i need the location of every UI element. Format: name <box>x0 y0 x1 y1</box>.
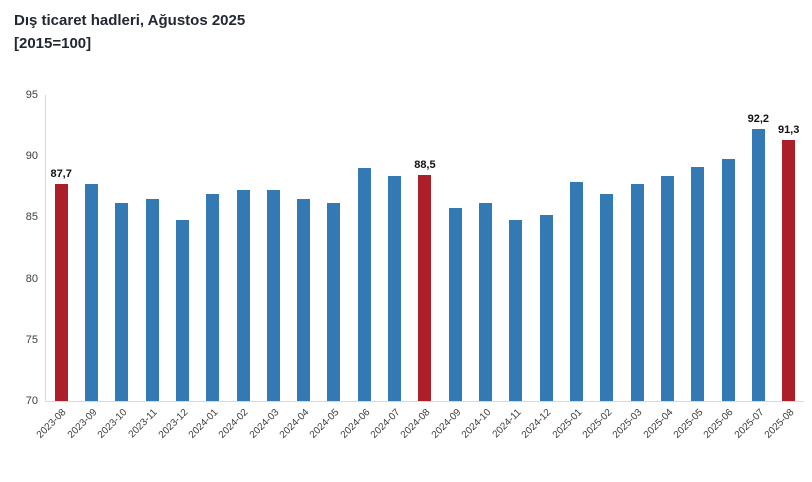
bar <box>236 190 250 401</box>
x-tick-label: 2023-12 <box>156 407 191 441</box>
bar-column: 2024-05 <box>308 95 349 441</box>
bar: 92,2 <box>748 113 769 401</box>
x-tick-label: 2023-11 <box>126 407 160 441</box>
bar <box>266 190 280 401</box>
bar-column: 2024-03 <box>247 95 288 441</box>
bar-column: 2023-09 <box>66 95 106 441</box>
bar <box>297 199 311 401</box>
y-tick-label: 95 <box>25 89 38 101</box>
x-tick-label: 2025-08 <box>762 407 797 441</box>
bar-value-label: 92,2 <box>747 113 770 126</box>
bar <box>175 219 189 401</box>
x-tick-label: 2024-05 <box>308 407 342 441</box>
y-tick-label: 70 <box>25 395 38 407</box>
y-axis: 95 90 85 80 75 70 <box>0 89 38 407</box>
highlighted-bar: 91,3 <box>778 124 799 401</box>
x-tick-label: 2024-11 <box>490 407 524 441</box>
bar <box>600 194 614 401</box>
x-tick-label: 2023-10 <box>95 407 130 441</box>
bar <box>357 168 371 401</box>
bar <box>569 181 583 401</box>
x-tick-label: 2023-09 <box>65 407 100 441</box>
bar-column: 2024-02 <box>217 95 258 441</box>
x-tick-label: 2024-03 <box>247 407 282 441</box>
bar-column: 2023-12 <box>156 95 197 441</box>
bar <box>145 199 159 401</box>
bar-column: 2025-04 <box>641 95 682 441</box>
bar <box>691 167 705 401</box>
x-tick-label: 2023-08 <box>35 407 69 441</box>
bar <box>630 184 644 401</box>
bar <box>721 158 735 401</box>
y-tick-label: 85 <box>25 211 38 224</box>
x-tick-label: 2024-01 <box>186 407 221 441</box>
bar-column: 2024-09 <box>429 95 470 441</box>
bar <box>388 175 402 401</box>
x-tick-label: 2024-08 <box>398 407 433 441</box>
x-tick-label: 2024-10 <box>459 407 494 441</box>
highlighted-bar: 88,5 <box>414 159 436 401</box>
bar-column: 2025-03 <box>611 95 652 441</box>
bar-value-label: 91,3 <box>777 124 800 137</box>
x-tick-label: 2025-01 <box>550 407 585 441</box>
bar-column: 2023-11 <box>127 95 167 440</box>
bar-column: 2023-10 <box>96 95 137 441</box>
bar-column: 2024-04 <box>278 95 319 441</box>
bar-column: 2024-01 <box>187 95 228 441</box>
x-tick-label: 2024-04 <box>277 407 312 441</box>
x-tick-label: 2025-03 <box>611 407 645 441</box>
x-tick-label: 2024-09 <box>429 407 463 441</box>
x-tick-label: 2025-04 <box>641 407 676 441</box>
x-tick-label: 2025-06 <box>702 407 736 441</box>
bar-column: 87,7 2023-08 <box>35 95 76 440</box>
y-tick-label: 80 <box>25 272 38 285</box>
bar-column: 2025-02 <box>581 95 622 441</box>
chart-title: Dış ticaret hadleri, Ağustos 2025 <box>14 12 246 29</box>
bar <box>509 219 523 401</box>
x-tick-label: 2024-07 <box>368 407 403 441</box>
bar-column: 2024-12 <box>520 95 561 441</box>
x-tick-label: 2025-02 <box>580 407 615 441</box>
bar <box>479 202 493 401</box>
bar-column: 2025-01 <box>551 95 591 441</box>
bar-column: 2025-06 <box>702 95 743 441</box>
bar-column: 88,5 2024-08 <box>399 95 440 441</box>
x-tick-label: 2024-02 <box>217 407 251 441</box>
plot-area: 87,7 2023-08 2023-09 2023-10 2023-11 2023-12 2… <box>35 95 804 441</box>
bar-column: 2024-06 <box>338 95 379 441</box>
bar-column: 2024-10 <box>460 95 500 441</box>
bar <box>660 175 674 401</box>
bar-value-label: 88,5 <box>414 158 436 171</box>
x-tick-label: 2024-12 <box>520 407 554 441</box>
x-tick-label: 2025-07 <box>732 407 767 441</box>
bar-column: 2024-07 <box>369 95 409 441</box>
highlighted-bar: 87,7 <box>50 168 72 401</box>
x-tick-label: 2025-05 <box>671 407 706 441</box>
bar-column: 2025-05 <box>672 95 713 441</box>
chart-subtitle: [2015=100] <box>14 35 92 52</box>
y-tick-label: 75 <box>25 333 38 346</box>
bar <box>115 202 129 401</box>
bar <box>206 194 220 401</box>
bar <box>539 214 553 401</box>
bar-column: 91,3 2025-08 <box>763 95 804 440</box>
bar <box>448 207 462 401</box>
bar-column: 92,2 2025-07 <box>732 95 773 440</box>
bar <box>84 184 98 401</box>
x-tick-label: 2024-06 <box>338 407 373 441</box>
bar <box>327 202 341 401</box>
bar-column: 2024-11 <box>490 95 531 440</box>
y-tick-label: 90 <box>25 150 38 163</box>
bar-value-label: 87,7 <box>50 168 72 181</box>
